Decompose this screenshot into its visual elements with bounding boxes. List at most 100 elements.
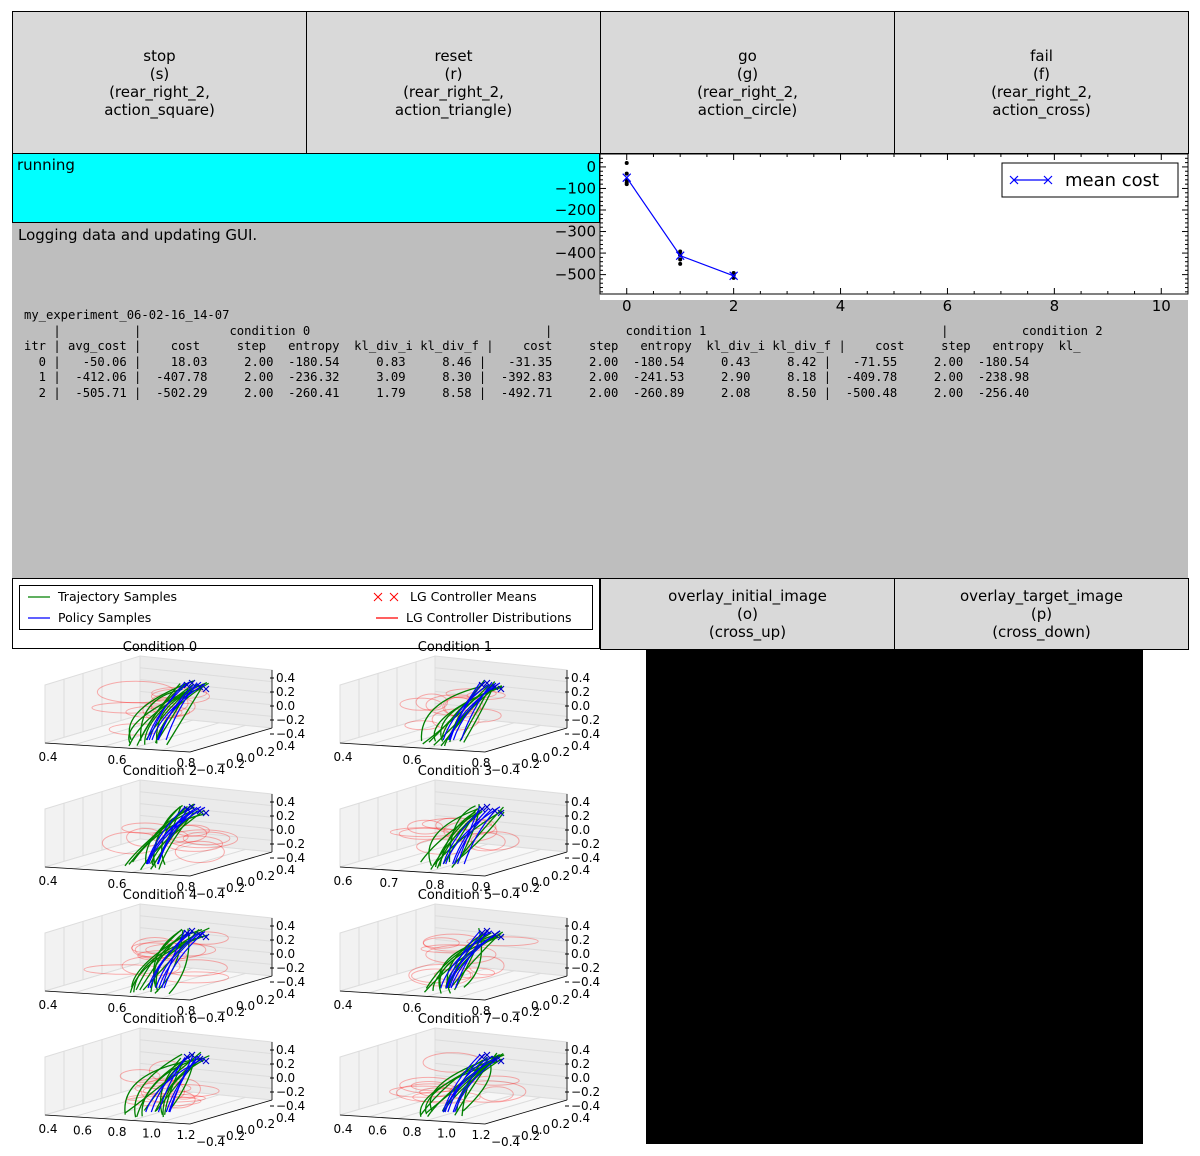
y-tick-label: 0 — [586, 158, 596, 176]
x-axis — [339, 990, 486, 1001]
y-axis — [189, 851, 273, 877]
overlay-target-action: (cross_down) — [992, 623, 1091, 641]
z-tick-label: 0.0 — [276, 699, 295, 713]
trajectory-sample — [157, 687, 189, 740]
trajectory-3d-plots: Condition 00.40.20.0−0.2−0.4−0.4−0.20.0 0… — [38, 640, 600, 1149]
grid-line — [139, 1039, 273, 1055]
sample-point — [624, 171, 629, 176]
policy-sample — [146, 681, 190, 741]
z-tick-label: 0.0 — [276, 947, 295, 961]
trajectory-sample — [128, 682, 208, 745]
controller-mean-marker — [202, 933, 210, 941]
grid-line — [455, 1096, 541, 1123]
log-panel: my_experiment_06-02-16_14-07 | | conditi… — [12, 300, 1188, 578]
policy-sample — [145, 1057, 206, 1113]
controller-mean-marker — [196, 807, 204, 815]
z-tick-label: 0.0 — [571, 699, 590, 713]
x-axis — [44, 742, 191, 753]
condition-plot-6: Condition 60.40.20.0−0.2−0.4−0.4−0.20.0 0… — [38, 1012, 305, 1149]
grid-line — [434, 667, 568, 683]
x-tick-label: 0.8 — [471, 1004, 490, 1018]
mean-cost-marker — [675, 251, 685, 261]
legend-label: LG Controller Distributions — [406, 610, 572, 625]
status-text: running — [17, 156, 75, 174]
condition-plot-7: Condition 70.40.20.0−0.2−0.4−0.4−0.20.0 0… — [333, 1012, 600, 1149]
policy-sample — [149, 932, 190, 989]
controller-mean-marker — [188, 803, 196, 811]
y-tick-label: −0.2 — [216, 757, 245, 771]
legend-marker — [1043, 175, 1053, 185]
trajectory-legend: Trajectory Samples Policy Samples LG Con… — [19, 585, 593, 630]
policy-sample — [156, 681, 202, 741]
trajectory-sample — [128, 688, 194, 747]
grid-line — [139, 915, 273, 931]
plot-title: Condition 3 — [418, 764, 492, 779]
controller-distribution — [119, 1069, 161, 1083]
legend-trajectory-samples: Trajectory Samples — [28, 589, 177, 604]
x-tick-label: 0.6 — [402, 1001, 421, 1015]
policy-sample — [156, 807, 190, 865]
plot-title: Condition 5 — [418, 888, 492, 903]
z-tick-label: 0.0 — [571, 947, 590, 961]
x-tick-label: 0.4 — [333, 1122, 352, 1136]
z-tick-label: 0.2 — [571, 809, 590, 823]
x-tick-label: 0.6 — [402, 753, 421, 767]
overlay-target-image-button[interactable]: overlay_target_image (p) (cross_down) — [894, 578, 1189, 650]
x-tick-label: 8 — [1050, 297, 1060, 315]
trajectory-sample — [168, 928, 190, 995]
z-tick-label: 0.2 — [571, 933, 590, 947]
x-tick-label: 1.2 — [176, 1128, 195, 1142]
mean-cost-chart: 0 2 4 6 8 10 0 −100 −200 −300 −400 −500 mean cost — [555, 153, 1189, 315]
x-tick-label: 0.8 — [176, 1004, 195, 1018]
controller-mean-marker — [183, 929, 191, 937]
z-tick-label: 0.0 — [571, 1071, 590, 1085]
policy-sample — [460, 681, 493, 741]
x-tick-label: 0 — [622, 297, 632, 315]
policy-sample — [146, 806, 202, 865]
legend-policy-samples: Policy Samples — [28, 610, 151, 625]
z-tick-label: −0.4 — [571, 727, 600, 741]
image-display — [646, 650, 1143, 1144]
legend-label: Policy Samples — [58, 610, 152, 625]
controller-distribution — [121, 955, 181, 977]
z-tick-label: 0.4 — [276, 671, 295, 685]
grid-line — [397, 1091, 488, 1120]
y-tick-label: −0.4 — [196, 1011, 225, 1025]
reset-button-label: reset — [434, 46, 473, 65]
stop-button[interactable]: stop (s) (rear_right_2, action_square) — [12, 11, 307, 154]
plot-title: Condition 2 — [123, 764, 197, 779]
trajectory-legend-panel: Trajectory Samples Policy Samples LG Con… — [12, 578, 600, 649]
z-tick-label: −0.2 — [276, 961, 305, 975]
y-tick-label: 0.4 — [276, 987, 295, 1001]
overlay-initial-image-button[interactable]: overlay_initial_image (o) (cross_up) — [600, 578, 895, 650]
reset-button[interactable]: reset (r) (rear_right_2, action_triangle) — [306, 11, 601, 154]
condition-plot-5: Condition 50.40.20.0−0.2−0.4−0.4−0.20.0 0… — [333, 888, 600, 1025]
condition-plot-1: Condition 10.40.20.0−0.2−0.4−0.4−0.20.0 0… — [333, 640, 600, 777]
policy-sample — [445, 806, 501, 865]
y-axis — [484, 975, 568, 1001]
z-tick-label: 0.0 — [571, 823, 590, 837]
trajectory-sample — [124, 1057, 204, 1115]
grid-line — [139, 1062, 273, 1078]
x-tick-label: 0.4 — [38, 750, 57, 764]
y-axis — [189, 727, 273, 753]
overlay-target-label: overlay_target_image — [959, 587, 1123, 605]
controller-mean-marker — [491, 683, 499, 691]
z-tick-label: −0.2 — [571, 713, 600, 727]
grid-line — [426, 722, 515, 749]
go-button[interactable]: go (g) (rear_right_2, action_circle) — [600, 11, 895, 154]
y-tick-label: 0.2 — [256, 993, 275, 1007]
grid-line — [434, 927, 568, 942]
fail-button-device: (rear_right_2, — [991, 82, 1092, 101]
grid-line — [139, 1051, 273, 1066]
controller-distribution — [142, 1083, 220, 1098]
trajectory-sample — [136, 1059, 195, 1118]
plot-title: Condition 7 — [418, 1012, 492, 1027]
fail-button[interactable]: fail (f) (rear_right_2, action_cross) — [894, 11, 1189, 154]
policy-sample — [147, 930, 194, 989]
plot-title: Condition 4 — [123, 888, 197, 903]
x-tick-label: 0.4 — [38, 998, 57, 1012]
condition-plot-2: Condition 20.40.20.0−0.2−0.4−0.4−0.20.0 0… — [38, 764, 305, 901]
controller-mean-marker — [497, 933, 505, 941]
policy-sample — [148, 806, 206, 865]
